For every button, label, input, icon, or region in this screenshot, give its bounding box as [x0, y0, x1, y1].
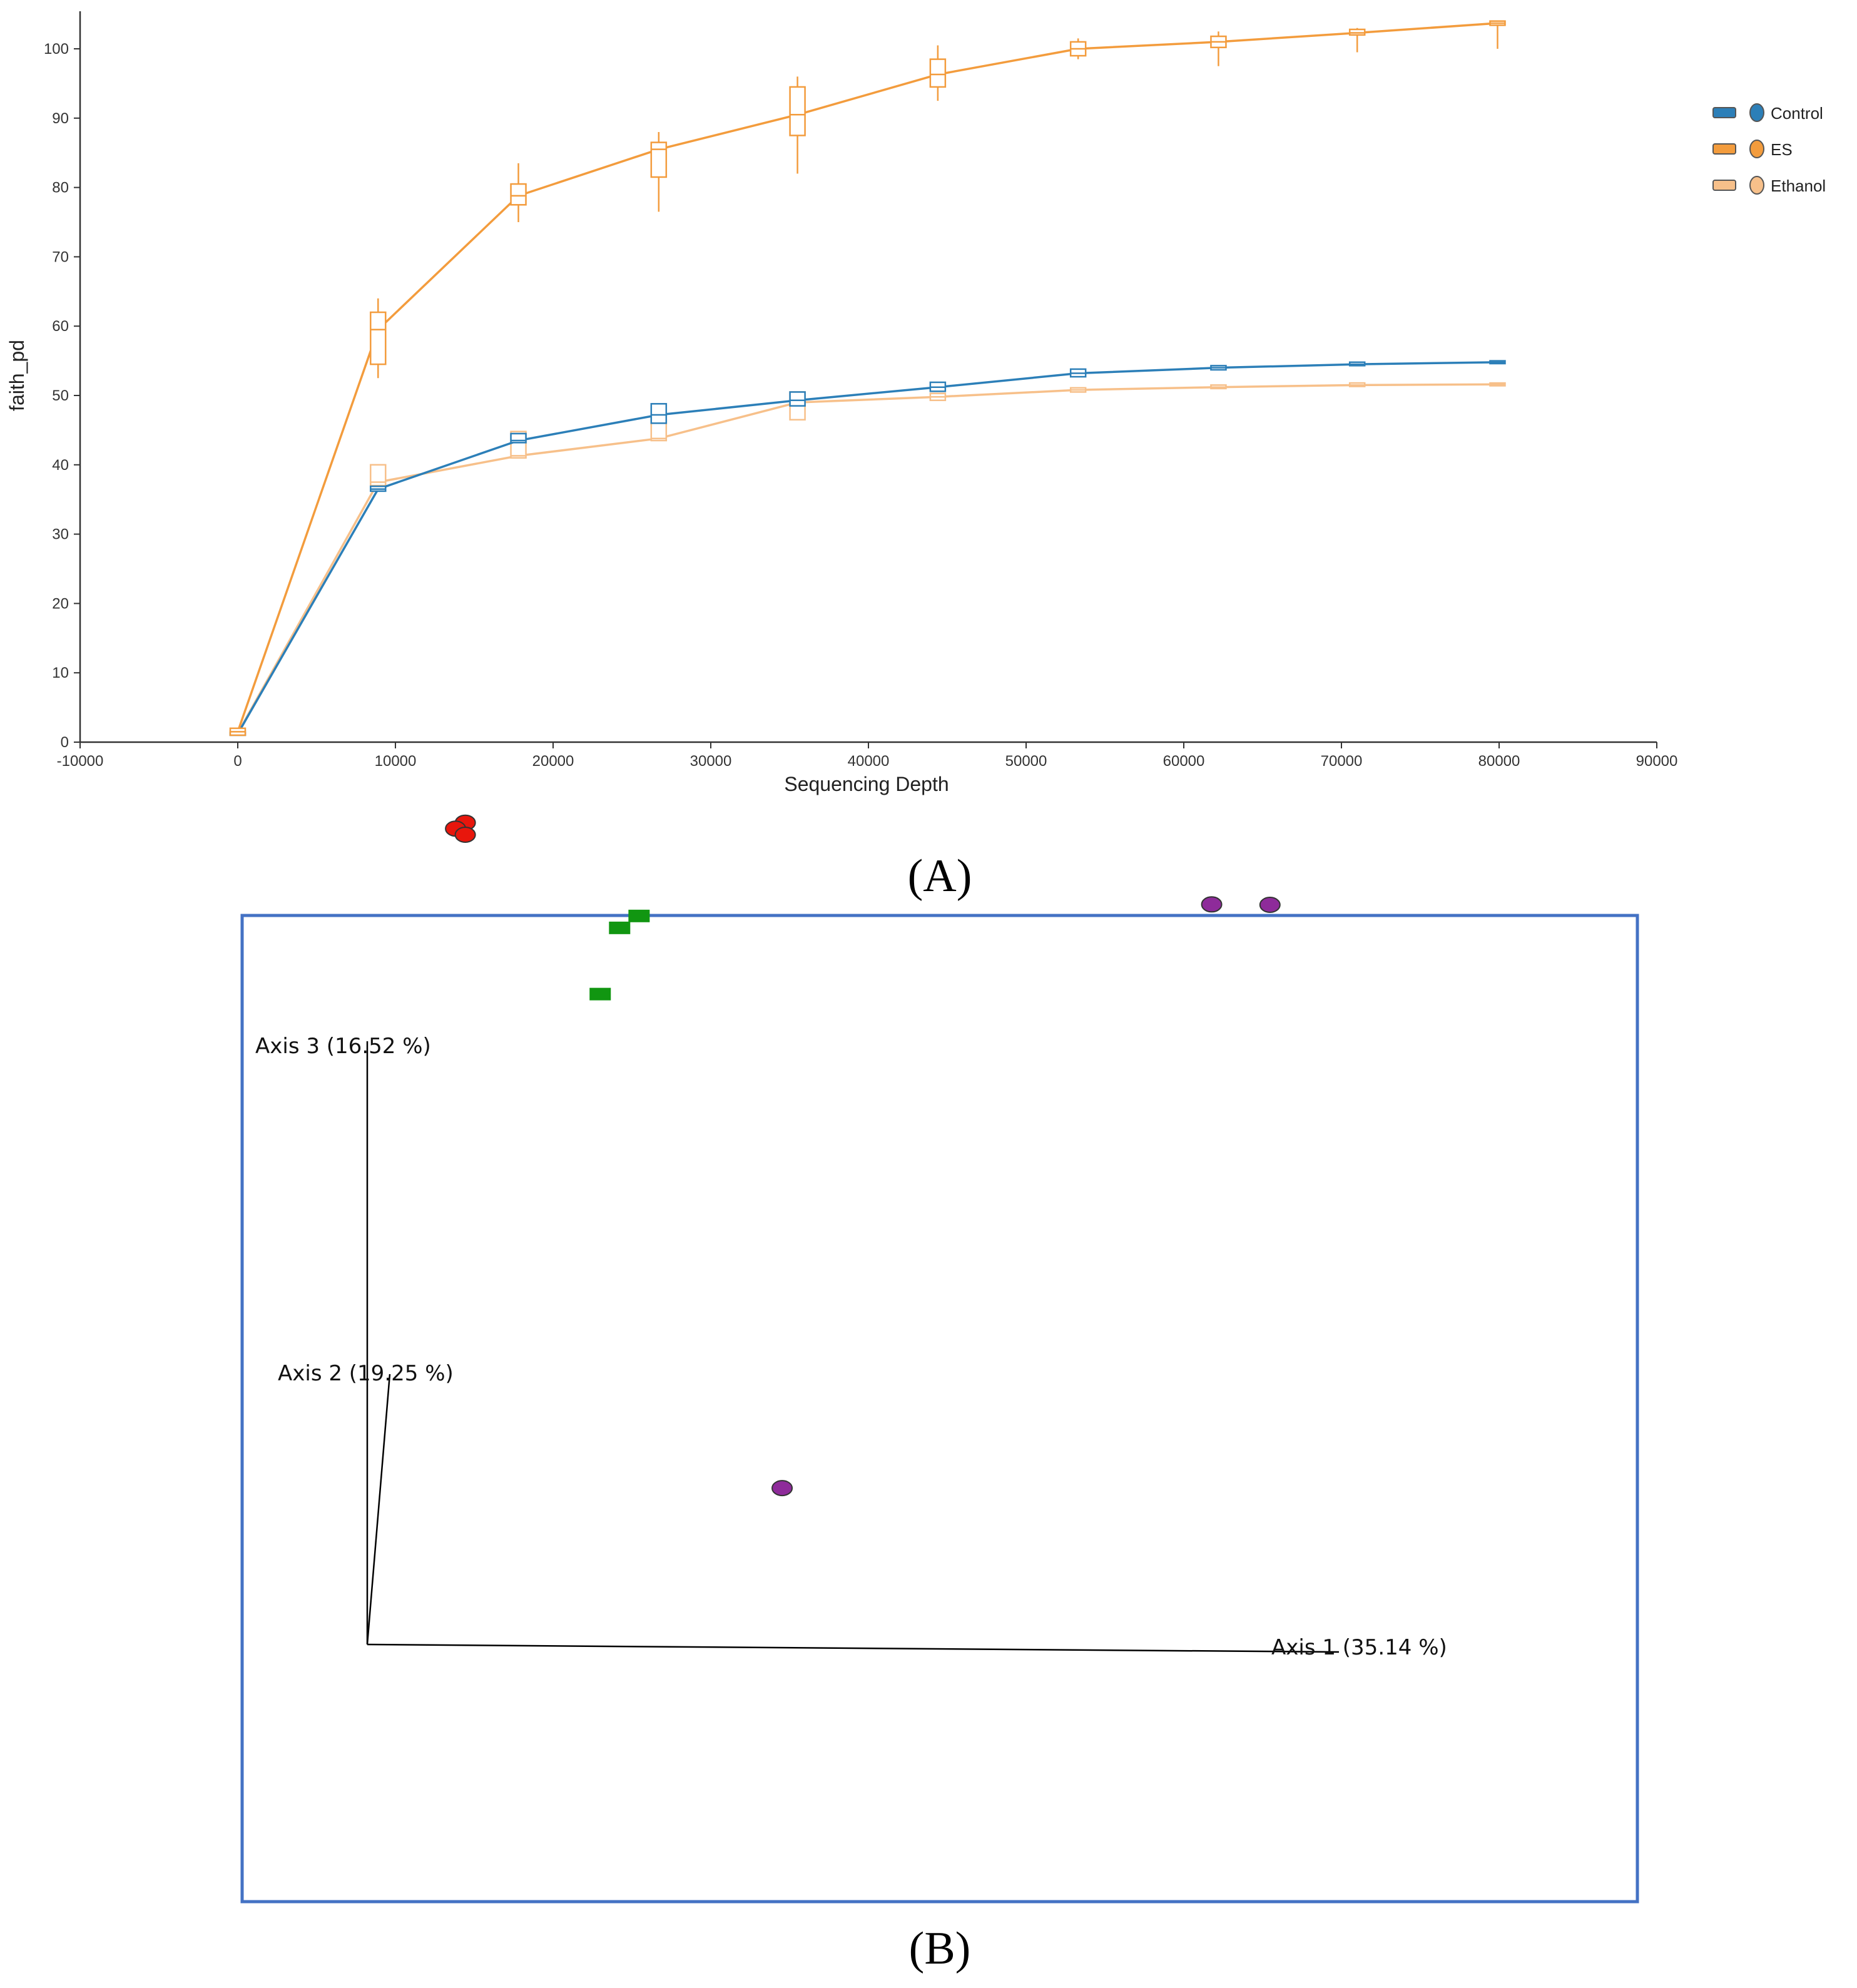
series-layer — [229, 20, 1506, 737]
x-tick-label: 20000 — [532, 753, 574, 770]
legend-label: Ethanol — [1771, 176, 1826, 195]
y-axis-title: faith_pd — [6, 340, 28, 411]
legend-label: Control — [1771, 104, 1823, 123]
group-red — [445, 814, 476, 843]
box — [510, 183, 527, 206]
y-tick-label: 20 — [52, 595, 69, 612]
legend-line-swatch — [1712, 107, 1736, 118]
box — [650, 403, 668, 424]
panel-label-b: (B) — [909, 1923, 971, 1974]
group-green — [589, 909, 650, 1001]
y-tick-label: 60 — [52, 318, 69, 335]
y-tick-label: 90 — [52, 110, 69, 127]
sample-point-purple — [1259, 897, 1281, 913]
sample-point-green — [609, 921, 631, 934]
series-line-control — [237, 361, 1498, 735]
x-tick-label: 70000 — [1321, 753, 1363, 770]
box — [929, 58, 947, 88]
series-ethanol — [229, 382, 1506, 737]
sample-point-purple — [1201, 896, 1223, 913]
y-tick-label: 100 — [44, 41, 69, 58]
y-tick-label: 80 — [52, 180, 69, 196]
x-tick-label: 30000 — [690, 753, 732, 770]
y-tick-label: 0 — [61, 734, 69, 751]
axis-2-label: Axis 2 (19.25 %) — [278, 1361, 454, 1386]
box — [789, 391, 806, 407]
legend-dot-swatch — [1749, 103, 1764, 122]
rarefaction-chart: 0 10 20 30 40 50 60 70 80 90 100 -10000 0 10000 20000… — [6, 11, 1826, 795]
axis-2-line — [366, 1374, 391, 1645]
series-control — [229, 360, 1506, 737]
x-tick-label: -10000 — [57, 753, 104, 770]
legend-line-swatch — [1712, 143, 1736, 155]
x-tick-label: 40000 — [848, 753, 890, 770]
group-purple — [771, 896, 1281, 1497]
box — [650, 141, 668, 178]
legend-item-control: Control — [1712, 103, 1823, 123]
sample-points — [445, 814, 1281, 1497]
y-tick-label: 70 — [52, 248, 69, 265]
x-tick-label: 0 — [233, 753, 242, 770]
sample-point-green — [589, 987, 611, 1001]
x-tick-label: 80000 — [1478, 753, 1520, 770]
legend-dot-swatch — [1749, 176, 1764, 195]
pcoa-frame — [240, 914, 1639, 1904]
x-tick-label: 10000 — [375, 753, 417, 770]
series-line-es — [237, 22, 1498, 732]
x-ticks: -10000 0 10000 20000 30000 40000 50000 60000 700… — [57, 742, 1678, 770]
y-tick-label: 40 — [52, 457, 69, 474]
legend-label: ES — [1771, 140, 1793, 159]
legend-dot-swatch — [1749, 140, 1764, 158]
sample-point-purple — [771, 1480, 793, 1497]
legend-line-swatch — [1712, 180, 1736, 191]
box — [370, 311, 387, 365]
axis-3-label: Axis 3 (16.52 %) — [255, 1034, 431, 1059]
series-line-ethanol — [237, 383, 1498, 734]
box — [789, 86, 806, 136]
x-axis-title: Sequencing Depth — [784, 773, 949, 795]
legend-item-ethanol: Ethanol — [1712, 176, 1826, 195]
legend-item-es: ES — [1712, 140, 1793, 159]
axis-1-label: Axis 1 (35.14 %) — [1271, 1635, 1447, 1660]
y-tick-label: 30 — [52, 526, 69, 543]
y-tick-label: 50 — [52, 387, 69, 404]
x-tick-label: 60000 — [1163, 753, 1205, 770]
sample-point-red — [454, 827, 476, 843]
panel-label-a: (A) — [908, 850, 972, 902]
y-tick-label: 10 — [52, 665, 69, 681]
pcoa-plot: Axis 1 (35.14 %) Axis 2 (19.25 %) Axis 3… — [240, 814, 1639, 1904]
x-tick-label: 50000 — [1005, 753, 1047, 770]
legend: Control ES Ethanol — [1712, 103, 1826, 195]
axis-1-line — [367, 1643, 1340, 1653]
y-ticks: 0 10 20 30 40 50 60 70 80 90 100 — [44, 41, 80, 751]
sample-point-green — [628, 909, 650, 922]
x-tick-label: 90000 — [1636, 753, 1678, 770]
series-es — [229, 20, 1506, 737]
